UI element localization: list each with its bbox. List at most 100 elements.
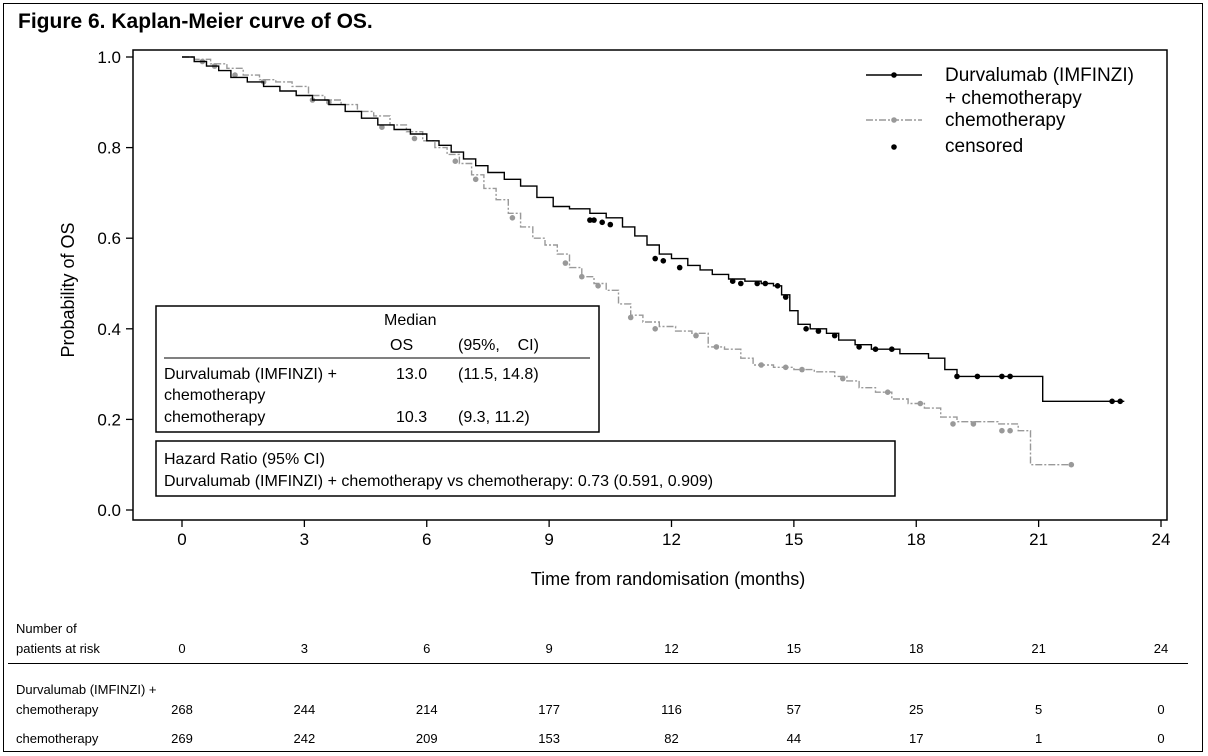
censor-mark-durvalumab: [872, 346, 879, 353]
risk-count-durvalumab: 57: [786, 702, 802, 717]
risk-time: 6: [423, 641, 431, 656]
axes: 0 3 6 9 12 15 18 21 24 0.0 0.2 0.4 0.6 0.8 1.0: [97, 48, 1170, 549]
x-tick-label: 15: [784, 530, 803, 549]
legend-durva-label-1: Durvalumab (IMFINZI): [945, 65, 1134, 86]
censor-mark-chemotherapy: [452, 158, 459, 164]
legend-chemo-marker: [891, 117, 897, 123]
risk-time: 18: [909, 641, 924, 656]
y-axis-title: Probability of OS: [58, 222, 78, 357]
median-os-box: Median OS (95%, CI) Durvalumab (IMFINZI)…: [155, 305, 600, 433]
median-header-ci: (95%, CI): [458, 337, 539, 354]
median-header-os: OS: [390, 337, 413, 354]
censor-mark-chemotherapy: [509, 215, 516, 221]
censor-mark-durvalumab: [954, 373, 960, 380]
risk-time: 24: [1153, 641, 1169, 656]
survival-curves: [182, 56, 1125, 468]
y-tick-label: 0.8: [97, 139, 121, 158]
censor-mark-chemotherapy: [758, 362, 764, 368]
risk-table: Number of patients at risk Durvalumab (I…: [0, 612, 1208, 752]
y-tick-label: 0.4: [97, 320, 121, 339]
median-row1-label-1: Durvalumab (IMFINZI) +: [164, 366, 337, 383]
figure-frame: [3, 3, 1203, 752]
censor-mark-durvalumab: [652, 255, 658, 262]
censor-mark-chemotherapy: [782, 364, 789, 371]
censor-mark-durvalumab: [774, 283, 781, 289]
x-tick-label: 9: [544, 530, 553, 549]
plot-frame: [132, 49, 1168, 521]
risk-count-durvalumab: 177: [538, 702, 560, 717]
risk-count-chemotherapy: 17: [909, 731, 924, 746]
hazard-ratio-box: Hazard Ratio (95% CI) Durvalumab (IMFINZ…: [155, 440, 896, 497]
risk-time: 21: [1031, 641, 1046, 656]
median-row1-value: 13.0: [396, 366, 427, 383]
censor-mark-chemotherapy: [693, 332, 699, 339]
risk-header-1: Number of: [16, 621, 77, 636]
x-tick-label: 3: [300, 530, 309, 549]
censor-mark-durvalumab: [1007, 373, 1013, 380]
censor-mark-durvalumab: [803, 326, 809, 332]
censor-mark-durvalumab: [1109, 398, 1115, 405]
risk-count-chemotherapy: 242: [293, 731, 316, 746]
censor-mark-durvalumab: [754, 280, 760, 287]
censor-mark-chemotherapy: [713, 344, 720, 350]
risk-count-durvalumab: 0: [1157, 702, 1165, 717]
risk-time: 15: [786, 641, 802, 656]
legend: Durvalumab (IMFINZI) + chemotherapy chem…: [866, 65, 1134, 157]
risk-count-durvalumab: 5: [1035, 702, 1043, 717]
y-tick-label: 0.6: [97, 229, 121, 248]
censor-mark-chemotherapy: [1068, 461, 1075, 468]
risk-count-durvalumab: 116: [661, 702, 682, 717]
risk-table-rule: [8, 663, 1188, 664]
censor-mark-durvalumab: [607, 221, 614, 228]
risk-time: 9: [545, 641, 553, 656]
censor-mark-chemotherapy: [579, 273, 585, 280]
censor-mark-durvalumab: [660, 258, 667, 264]
risk-time: 0: [178, 641, 186, 656]
censor-mark-chemotherapy: [1007, 427, 1013, 434]
censor-mark-chemotherapy: [562, 260, 569, 266]
risk-durva-label-2: chemotherapy: [16, 702, 99, 717]
x-tick-label: 0: [177, 530, 186, 549]
censor-mark-chemotherapy: [652, 326, 658, 332]
censor-mark-chemotherapy: [595, 283, 601, 289]
risk-count-durvalumab: 25: [909, 702, 924, 717]
risk-durva-label-1: Durvalumab (IMFINZI) +: [16, 682, 157, 697]
censor-mark-chemotherapy: [970, 421, 977, 427]
y-tick-label: 1.0: [97, 48, 121, 67]
median-row2-ci: (9.3, 11.2): [458, 409, 530, 426]
legend-durva-marker: [891, 72, 897, 78]
risk-count-chemotherapy: 0: [1157, 731, 1165, 746]
median-row2-label: chemotherapy: [164, 409, 265, 426]
risk-count-chemotherapy: 153: [538, 731, 560, 746]
risk-header-2: patients at risk: [16, 641, 100, 656]
censor-mark-chemotherapy: [840, 375, 846, 382]
censor-mark-durvalumab: [999, 373, 1005, 380]
censor-mark-durvalumab: [974, 373, 981, 380]
censor-mark-durvalumab: [762, 280, 769, 287]
censor-mark-chemotherapy: [950, 421, 956, 427]
median-box-frame: [155, 305, 600, 433]
censor-mark-durvalumab: [889, 346, 895, 353]
x-tick-label: 24: [1152, 530, 1171, 549]
x-tick-label: 12: [662, 530, 681, 549]
figure-title: Figure 6. Kaplan-Meier curve of OS.: [18, 10, 373, 33]
y-tick-label: 0.2: [97, 410, 121, 429]
risk-time: 12: [664, 641, 679, 656]
censor-mark-chemotherapy: [627, 314, 634, 321]
hr-box-frame: [155, 440, 896, 497]
x-tick-label: 18: [907, 530, 926, 549]
x-axis-title: Time from randomisation (months): [531, 569, 805, 589]
median-header-1: Median: [384, 312, 436, 329]
legend-durva-label-2: + chemotherapy: [945, 88, 1082, 109]
risk-count-durvalumab: 214: [415, 702, 438, 717]
censor-mark-chemotherapy: [232, 72, 238, 78]
x-tick-label: 6: [422, 530, 431, 549]
risk-chemo-label: chemotherapy: [16, 731, 99, 746]
censor-mark-durvalumab: [1117, 398, 1123, 405]
median-row1-ci: (11.5, 14.8): [458, 366, 539, 383]
censor-mark-durvalumab: [591, 217, 597, 223]
median-row2-value: 10.3: [396, 409, 427, 426]
km-line-durvalumab: [182, 56, 1125, 402]
risk-count-chemotherapy: 269: [171, 731, 193, 746]
hr-title: Hazard Ratio (95% CI): [164, 451, 325, 468]
